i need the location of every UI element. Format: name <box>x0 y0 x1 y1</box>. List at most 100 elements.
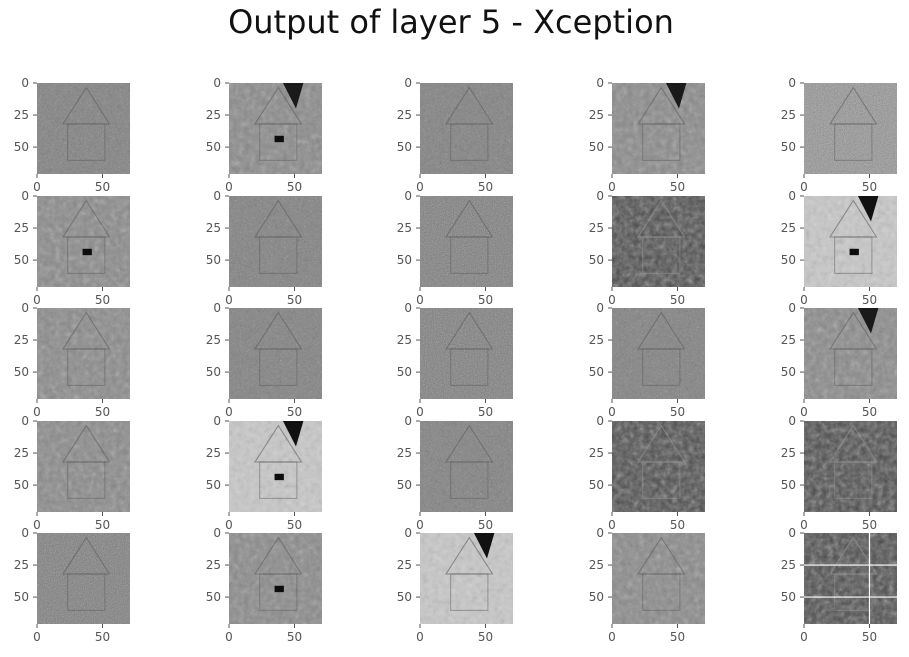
y-tick-label: 25 <box>14 333 29 347</box>
x-tick-label: 0 <box>608 518 616 532</box>
feature-map-panel: 0 25 50 0 50 <box>781 189 897 307</box>
y-tick-label: 25 <box>397 446 412 460</box>
house-body-outline <box>834 461 873 499</box>
y-tick-label: 25 <box>781 558 796 572</box>
chart-title: Output of layer 5 - Xception <box>228 3 674 41</box>
feature-map-panel: 0 25 50 0 50 <box>781 301 897 419</box>
y-tick-label: 0 <box>596 301 604 315</box>
house-body-outline <box>642 573 681 611</box>
house-body-outline <box>67 461 106 499</box>
y-tick-label: 50 <box>206 140 221 154</box>
y-tick-label: 25 <box>781 446 796 460</box>
panels-group: 0 25 50 0 50 0 25 50 0 50 0 25 50 0 50 0 25 50 0 50 0 25 50 0 50… <box>14 76 897 644</box>
x-tick-label: 0 <box>800 405 808 419</box>
x-tick-label: 50 <box>95 180 110 194</box>
y-tick-label: 50 <box>589 140 604 154</box>
x-tick-label: 50 <box>287 405 302 419</box>
y-tick-label: 0 <box>596 414 604 428</box>
y-tick-label: 0 <box>404 414 412 428</box>
dark-sky-region <box>282 83 304 109</box>
x-tick-label: 50 <box>862 518 877 532</box>
panel-texture <box>612 421 705 512</box>
x-tick-label: 0 <box>33 180 41 194</box>
y-tick-label: 25 <box>14 558 29 572</box>
y-tick-label: 0 <box>213 301 221 315</box>
panel-texture <box>229 533 322 624</box>
house-body-outline <box>259 236 298 274</box>
x-tick-label: 0 <box>416 405 424 419</box>
y-tick-label: 50 <box>397 253 412 267</box>
panel-texture <box>229 308 322 399</box>
feature-map-panel: 0 25 50 0 50 <box>206 414 322 532</box>
y-tick-label: 0 <box>596 189 604 203</box>
house-body-outline <box>67 236 106 274</box>
y-tick-label: 50 <box>589 253 604 267</box>
feature-map-panel: 0 25 50 0 50 <box>589 189 705 307</box>
feature-map-panel: 0 25 50 0 50 <box>397 526 513 644</box>
y-tick-label: 25 <box>589 221 604 235</box>
panel-texture <box>229 196 322 287</box>
y-tick-label: 0 <box>788 414 796 428</box>
x-tick-label: 0 <box>225 630 233 644</box>
y-tick-label: 25 <box>206 108 221 122</box>
y-tick-label: 0 <box>213 76 221 90</box>
panel-texture <box>420 83 513 174</box>
y-tick-label: 50 <box>397 365 412 379</box>
house-body-outline <box>642 123 681 161</box>
y-tick-label: 0 <box>21 301 29 315</box>
x-tick-label: 50 <box>95 518 110 532</box>
x-tick-label: 50 <box>670 180 685 194</box>
house-body-outline <box>67 573 106 611</box>
dark-sky-region <box>665 83 687 109</box>
x-tick-label: 0 <box>225 405 233 419</box>
y-tick-label: 25 <box>589 108 604 122</box>
feature-map-panel: 0 25 50 0 50 <box>397 414 513 532</box>
y-tick-label: 50 <box>14 478 29 492</box>
panel-texture <box>804 196 897 287</box>
y-tick-label: 25 <box>14 446 29 460</box>
y-tick-label: 50 <box>781 590 796 604</box>
y-tick-label: 50 <box>206 478 221 492</box>
x-tick-label: 50 <box>478 518 493 532</box>
feature-map-panel: 0 25 50 0 50 <box>589 301 705 419</box>
dark-window-region <box>849 248 859 256</box>
y-tick-label: 50 <box>14 253 29 267</box>
panel-texture <box>229 421 322 512</box>
x-tick-label: 0 <box>225 180 233 194</box>
panel-texture <box>37 308 130 399</box>
y-tick-label: 50 <box>206 590 221 604</box>
feature-map-panel: 0 25 50 0 50 <box>206 526 322 644</box>
panel-texture <box>37 83 130 174</box>
feature-map-panel: 0 25 50 0 50 <box>14 301 130 419</box>
x-tick-label: 0 <box>416 518 424 532</box>
dark-window-region <box>274 473 284 481</box>
y-tick-label: 25 <box>206 446 221 460</box>
house-body-outline <box>259 461 298 499</box>
y-tick-label: 0 <box>788 76 796 90</box>
panel-texture <box>37 533 130 624</box>
x-tick-label: 50 <box>862 180 877 194</box>
panel-texture <box>420 421 513 512</box>
feature-map-panel: 0 25 50 0 50 <box>781 526 897 644</box>
y-tick-label: 0 <box>404 189 412 203</box>
y-tick-label: 0 <box>404 301 412 315</box>
feature-map-panel: 0 25 50 0 50 <box>589 526 705 644</box>
panel-texture <box>420 196 513 287</box>
y-tick-label: 0 <box>788 301 796 315</box>
y-tick-label: 25 <box>781 108 796 122</box>
x-tick-label: 50 <box>287 630 302 644</box>
feature-map-panel: 0 25 50 0 50 <box>206 76 322 194</box>
x-tick-label: 50 <box>670 293 685 307</box>
x-tick-label: 0 <box>800 180 808 194</box>
dark-window-region <box>274 135 284 143</box>
y-tick-label: 25 <box>206 333 221 347</box>
panel-texture <box>229 83 322 174</box>
panel-texture <box>804 83 897 174</box>
y-tick-label: 0 <box>788 526 796 540</box>
x-tick-label: 50 <box>95 293 110 307</box>
y-tick-label: 50 <box>781 365 796 379</box>
panel-texture <box>804 421 897 512</box>
y-tick-label: 50 <box>206 253 221 267</box>
x-tick-label: 50 <box>287 518 302 532</box>
x-tick-label: 0 <box>416 180 424 194</box>
